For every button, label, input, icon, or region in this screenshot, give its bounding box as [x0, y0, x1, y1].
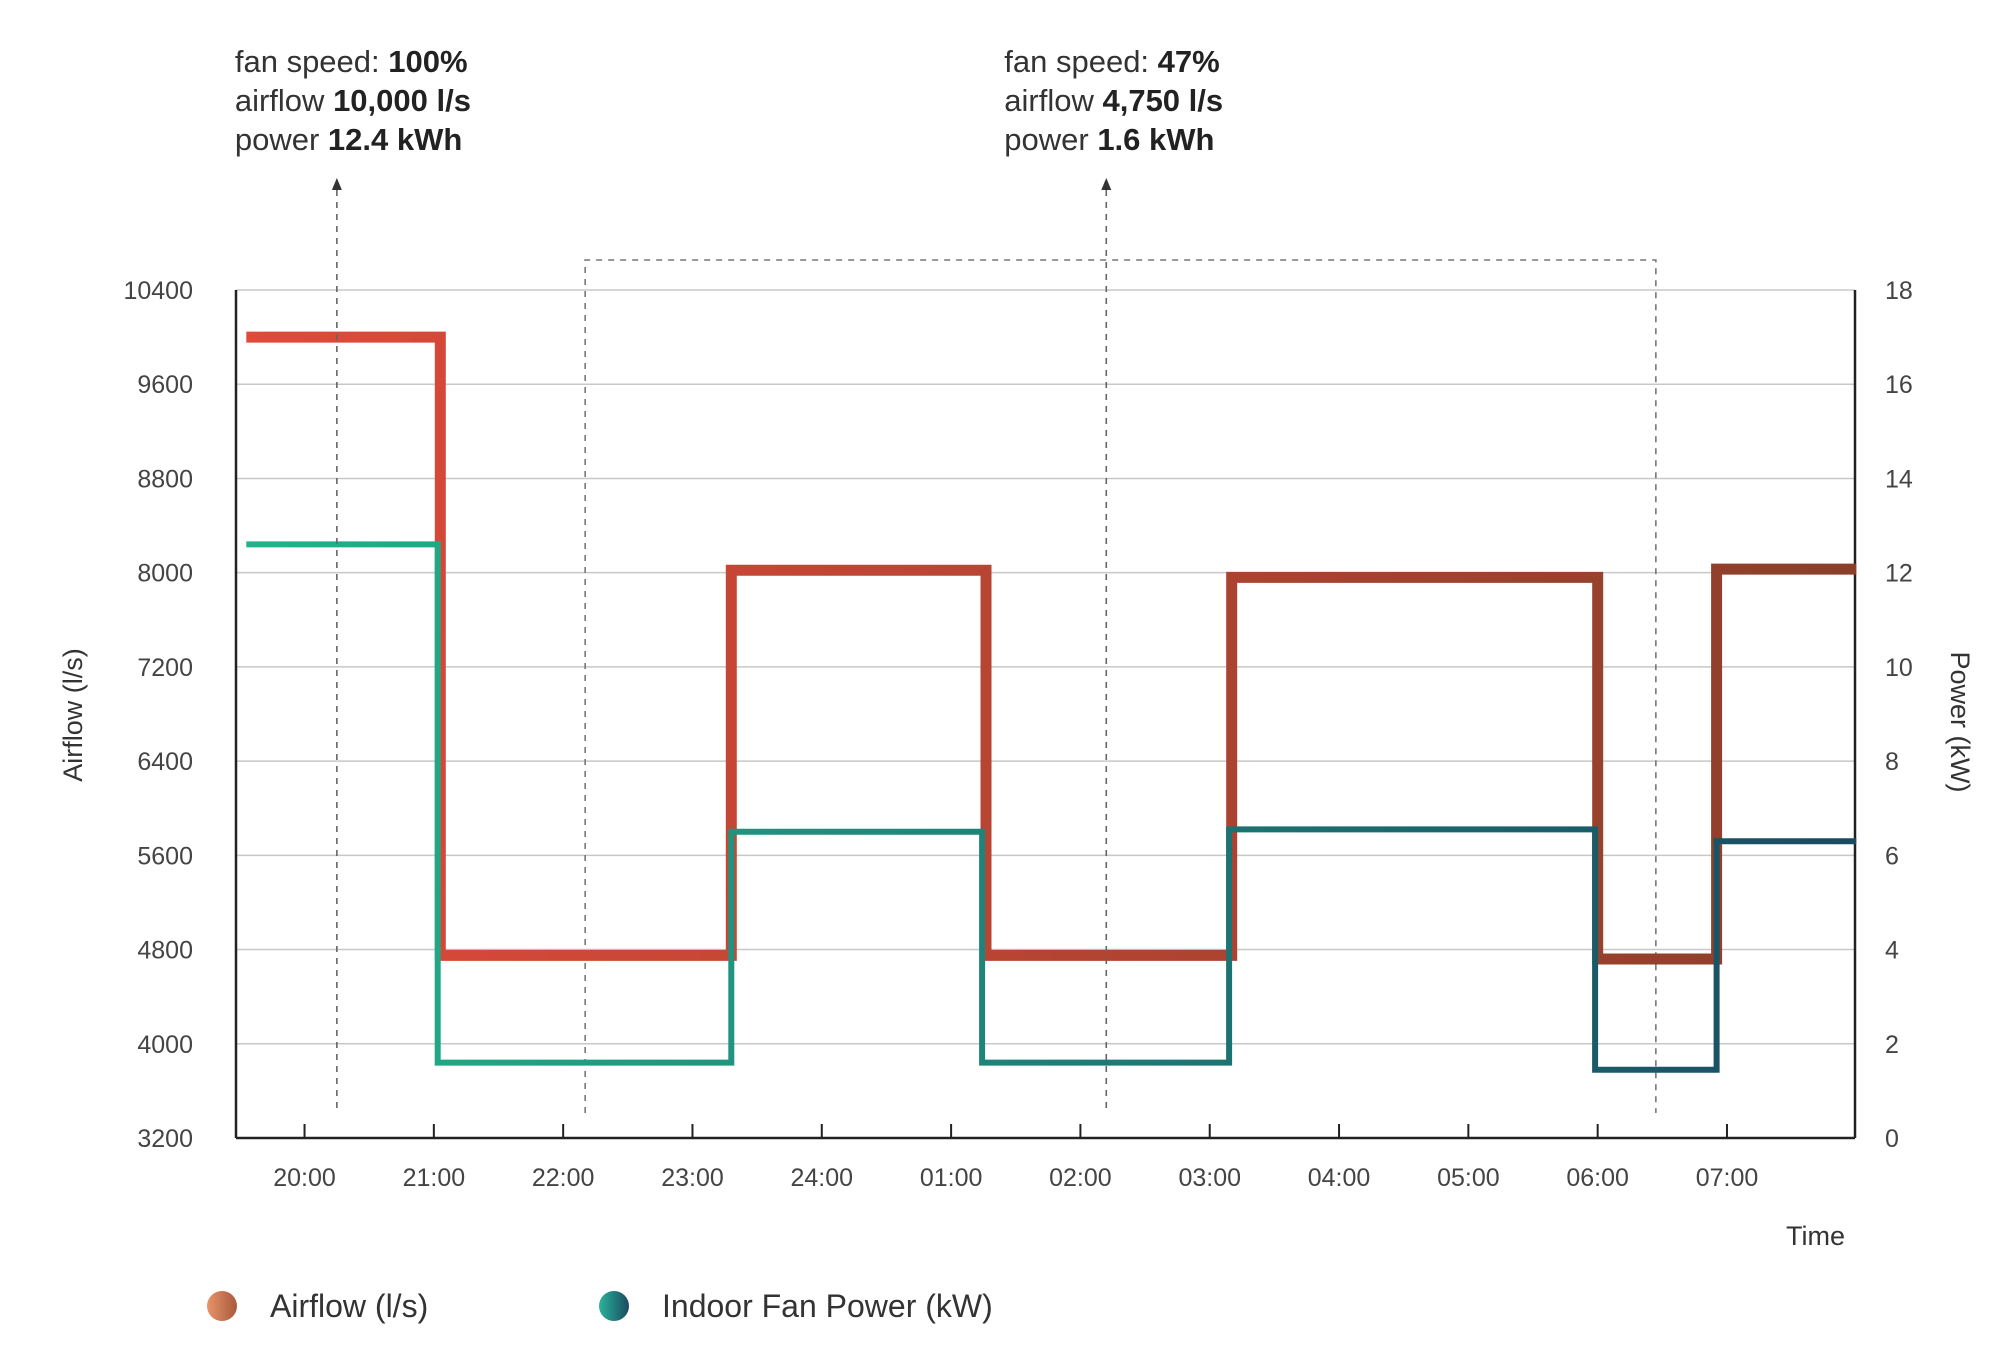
annotation-label: airflow [1004, 83, 1102, 118]
annotation-label: fan speed: [1004, 44, 1157, 79]
x-axis-title: Time [1786, 1221, 1845, 1251]
y-left-tick-label: 9600 [137, 371, 193, 399]
legend: Airflow (l/s) Indoor Fan Power (kW) [207, 1288, 993, 1324]
x-tick-label: 01:00 [920, 1164, 983, 1192]
y-right-tick-label: 14 [1885, 465, 1913, 493]
annotation-value: 4,750 l/s [1102, 83, 1223, 118]
annotation-value: 1.6 kWh [1097, 122, 1214, 157]
y-right-tick-label: 0 [1885, 1125, 1899, 1153]
y-right-tick-label: 10 [1885, 654, 1913, 682]
y-left-tick-label: 8800 [137, 465, 193, 493]
x-tick-label: 22:00 [532, 1164, 595, 1192]
highlight-range-box [584, 259, 1657, 1113]
highlight-box [584, 259, 1657, 1113]
y-left-tick-label: 8000 [137, 560, 193, 588]
annotation-value: 12.4 kWh [328, 122, 462, 157]
annotation-label: airflow [235, 83, 333, 118]
annotation-value: 47% [1158, 44, 1220, 79]
x-tick-label: 07:00 [1696, 1164, 1759, 1192]
series [246, 331, 1857, 1073]
x-tick-label: 21:00 [403, 1164, 466, 1192]
x-tick-label: 02:00 [1049, 1164, 1112, 1192]
x-tick-label: 23:00 [661, 1164, 724, 1192]
annotation-text: airflow 4,750 l/s [1004, 83, 1223, 118]
gridlines [236, 289, 1855, 1045]
annotation-text: airflow 10,000 l/s [235, 83, 471, 118]
y-left-tick-label: 4800 [137, 937, 193, 965]
y-right-tick-label: 8 [1885, 748, 1899, 776]
axes [234, 290, 1857, 1140]
x-tick-label: 05:00 [1437, 1164, 1500, 1192]
y-left-tick-label: 5600 [137, 842, 193, 870]
y-left-tick-label: 7200 [137, 654, 193, 682]
y-left-tick-label: 10400 [123, 277, 193, 305]
series-line-airflow [246, 331, 1857, 965]
y-right-tick-label: 12 [1885, 560, 1913, 588]
x-tick-label: 24:00 [791, 1164, 854, 1192]
annotation-arrowhead [331, 178, 342, 190]
annotation-text: power 1.6 kWh [1004, 122, 1214, 157]
annotation-text: power 12.4 kWh [235, 122, 462, 157]
series-line-power [246, 541, 1857, 1073]
legend-label: Indoor Fan Power (kW) [662, 1288, 993, 1324]
y-right-tick-label: 16 [1885, 371, 1913, 399]
annotation-label: fan speed: [235, 44, 388, 79]
y-left-axis-title: Airflow (l/s) [58, 648, 88, 782]
annotation-value: 100% [388, 44, 467, 79]
annotation-label: power [1004, 122, 1097, 157]
x-tick-label: 03:00 [1178, 1164, 1241, 1192]
annotation-text: fan speed: 100% [235, 44, 468, 79]
annotation-value: 10,000 l/s [333, 83, 471, 118]
annotation-text: fan speed: 47% [1004, 44, 1219, 79]
y-right-tick-label: 4 [1885, 937, 1899, 965]
y-right-axis-title: Power (kW) [1945, 652, 1975, 793]
y-right-tick-label: 2 [1885, 1031, 1899, 1059]
y-left-tick-label: 6400 [137, 748, 193, 776]
tick-labels: 10400 9600 8800 8000 7200 6400 5600 4800 4000 320… [123, 277, 1912, 1192]
y-right-tick-label: 6 [1885, 842, 1899, 870]
x-tick-label: 04:00 [1308, 1164, 1371, 1192]
x-tick-label: 20:00 [273, 1164, 336, 1192]
annotation-arrowhead [1101, 178, 1112, 190]
legend-label: Airflow (l/s) [270, 1288, 428, 1324]
legend-swatch [599, 1291, 629, 1321]
y-left-tick-label: 4000 [137, 1031, 193, 1059]
annotation-label: power [235, 122, 328, 157]
y-left-tick-label: 3200 [137, 1125, 193, 1153]
x-tick-label: 06:00 [1566, 1164, 1629, 1192]
legend-swatch [207, 1291, 237, 1321]
y-right-tick-label: 18 [1885, 277, 1913, 305]
